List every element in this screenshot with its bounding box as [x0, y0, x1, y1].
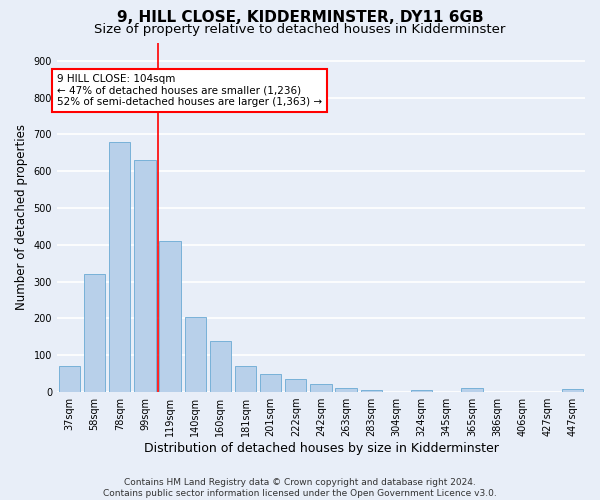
Bar — [461, 388, 482, 392]
Bar — [562, 389, 583, 392]
Bar — [209, 342, 231, 392]
Bar — [134, 160, 155, 392]
Bar — [310, 384, 332, 392]
Bar — [84, 274, 106, 392]
Text: Contains HM Land Registry data © Crown copyright and database right 2024.
Contai: Contains HM Land Registry data © Crown c… — [103, 478, 497, 498]
Bar — [59, 366, 80, 392]
Bar — [160, 241, 181, 392]
Bar — [285, 379, 307, 392]
Bar — [109, 142, 130, 392]
X-axis label: Distribution of detached houses by size in Kidderminster: Distribution of detached houses by size … — [143, 442, 499, 455]
Y-axis label: Number of detached properties: Number of detached properties — [15, 124, 28, 310]
Bar — [361, 390, 382, 392]
Text: 9 HILL CLOSE: 104sqm
← 47% of detached houses are smaller (1,236)
52% of semi-de: 9 HILL CLOSE: 104sqm ← 47% of detached h… — [57, 74, 322, 107]
Text: Size of property relative to detached houses in Kidderminster: Size of property relative to detached ho… — [94, 22, 506, 36]
Bar — [235, 366, 256, 392]
Bar — [335, 388, 357, 392]
Bar — [185, 316, 206, 392]
Text: 9, HILL CLOSE, KIDDERMINSTER, DY11 6GB: 9, HILL CLOSE, KIDDERMINSTER, DY11 6GB — [116, 10, 484, 25]
Bar — [411, 390, 432, 392]
Bar — [260, 374, 281, 392]
